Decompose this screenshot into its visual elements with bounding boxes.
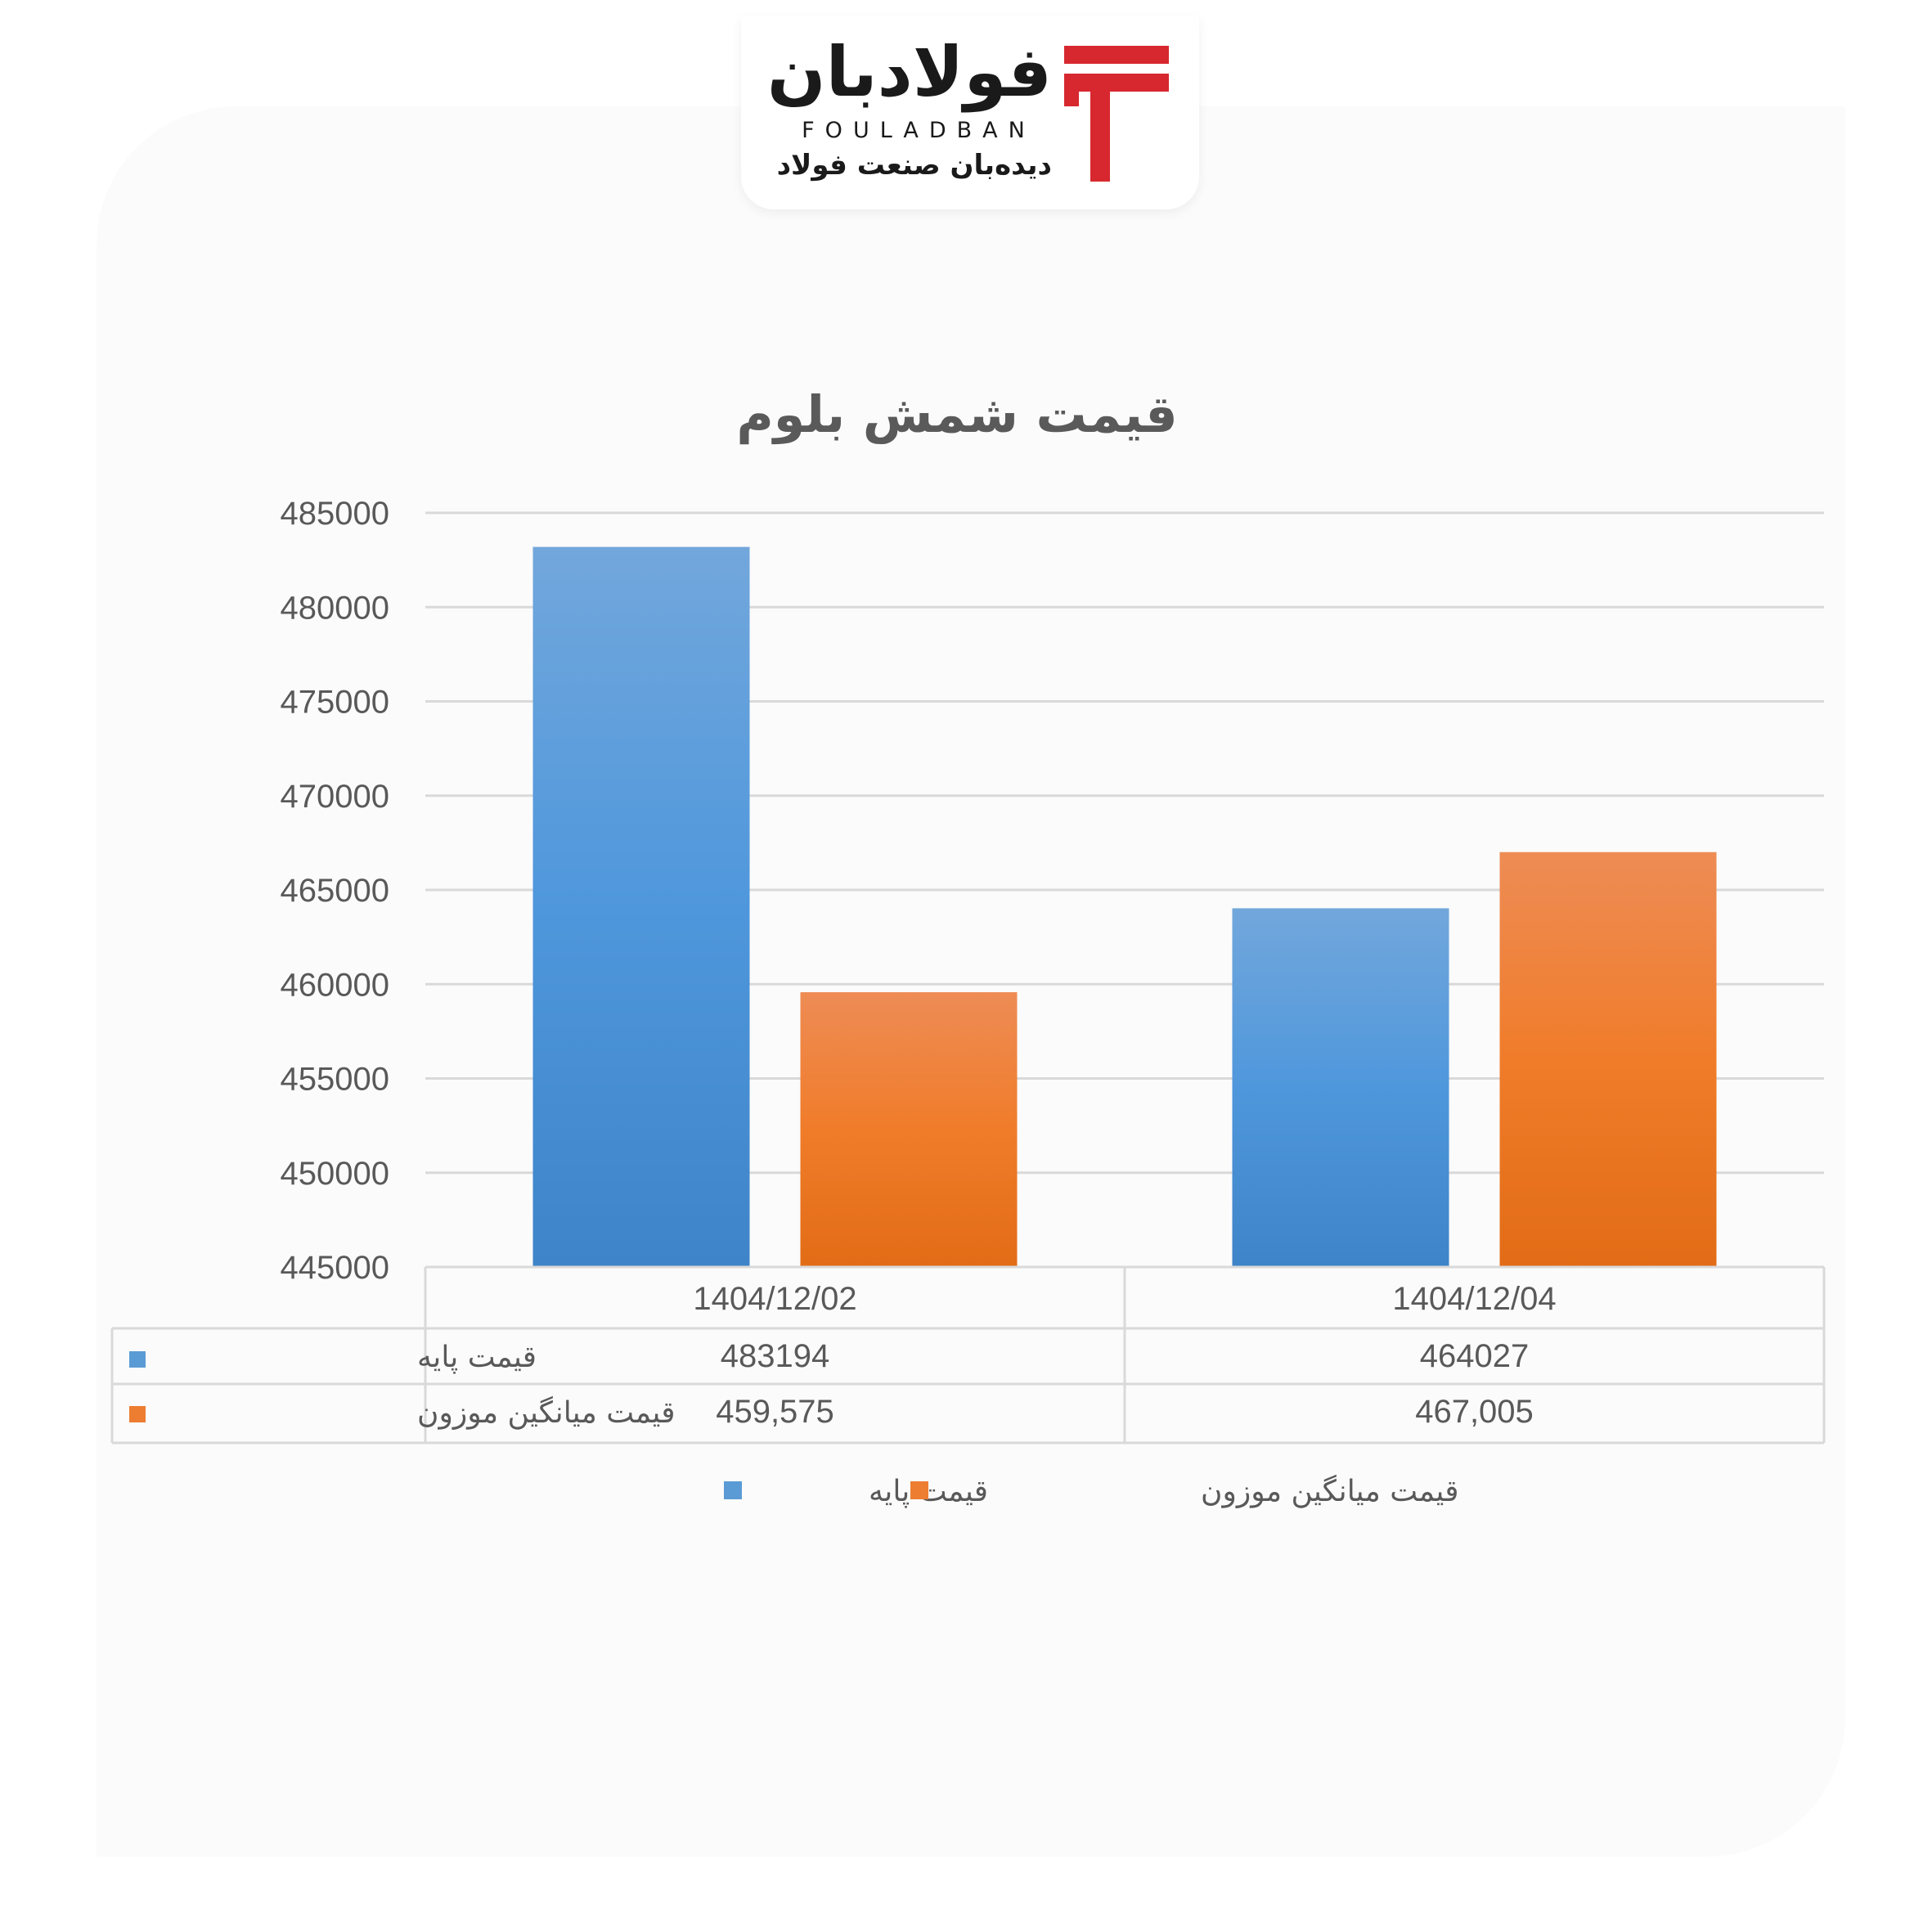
y-tick-label: 485000 — [281, 496, 389, 532]
data-table: 1404/12/02 1404/12/04 قیمت پایه 483194 46402… — [110, 1265, 1826, 1445]
data-label: 483194 — [721, 1338, 829, 1374]
bar-weighted-avg-0 — [800, 992, 1018, 1267]
y-tick-label: 455000 — [281, 1062, 389, 1098]
y-tick-label: 460000 — [281, 967, 389, 1003]
y-tick-label: 475000 — [281, 685, 389, 721]
data-label: 459,575 — [716, 1394, 834, 1430]
fouladban-f-mark-icon — [1064, 46, 1169, 182]
table-legend-key — [129, 1351, 146, 1368]
chart-title: قیمت شمش بلوم — [736, 384, 1177, 445]
table-series-name: قیمت پایه — [417, 1341, 537, 1374]
y-axis-ticks: 485000 480000 475000 470000 465000 460000 4550… — [281, 496, 389, 1286]
logo-name-fa: فولادبان — [766, 32, 1052, 112]
logo-name-en: FOULADBAN — [802, 118, 1036, 143]
x-category-label: 1404/12/04 — [1392, 1281, 1556, 1317]
y-tick-label: 450000 — [281, 1156, 389, 1192]
y-tick-label: 445000 — [281, 1250, 389, 1286]
logo: فولادبان FOULADBAN دیده‌بان صنعت فولاد — [741, 16, 1199, 209]
data-label: 467,005 — [1415, 1394, 1534, 1430]
bar-weighted-avg-1 — [1499, 851, 1717, 1267]
logo-tagline: دیده‌بان صنعت فولاد — [776, 149, 1052, 182]
legend-label: قیمت میانگین موزون — [1201, 1474, 1459, 1508]
bar-base-price-0 — [532, 546, 750, 1267]
legend-key — [910, 1481, 928, 1499]
y-tick-label: 480000 — [281, 590, 389, 626]
y-tick-label: 470000 — [281, 779, 389, 815]
x-category-label: 1404/12/02 — [693, 1281, 856, 1317]
bars — [532, 546, 1717, 1267]
legend: قیمت پایه قیمت میانگین موزون — [724, 1474, 1459, 1508]
data-label: 464027 — [1420, 1338, 1529, 1374]
y-tick-label: 465000 — [281, 873, 389, 909]
legend-key — [724, 1481, 742, 1499]
table-series-name: قیمت میانگین موزون — [417, 1395, 676, 1430]
table-legend-key — [129, 1406, 146, 1422]
bar-base-price-1 — [1232, 908, 1449, 1267]
